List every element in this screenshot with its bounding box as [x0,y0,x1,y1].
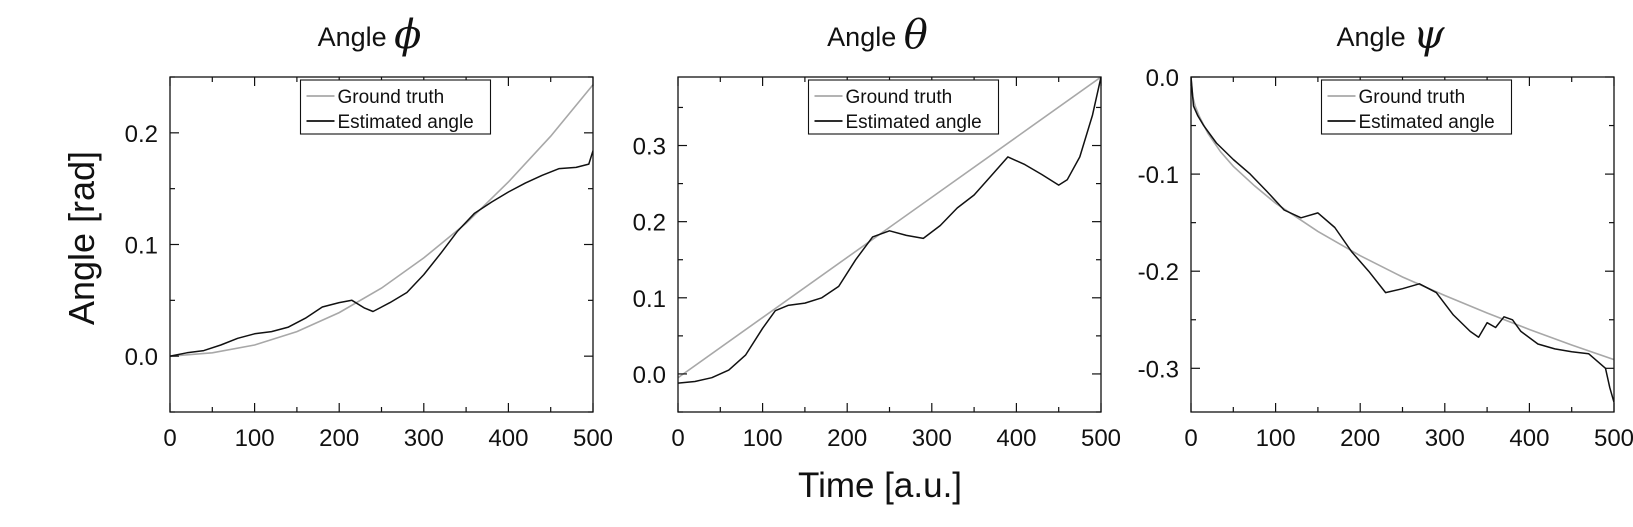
y-tick-label: 0.0 [1146,65,1179,92]
chart-title-2: Angle θ [827,12,928,58]
series-line-ground-truth [678,77,1101,379]
x-tick-label: 0 [163,425,176,452]
x-tick-label: 100 [1256,425,1296,452]
y-tick-label: 0.0 [125,344,158,371]
series-line-estimated-angle [678,77,1101,384]
legend-label: Ground truth [1359,87,1466,108]
y-tick-label: 0.1 [633,286,666,313]
legend: Ground truth Estimated angle [807,79,1000,135]
chart-title-text: Angle [318,22,395,52]
x-tick-label: 0 [1184,425,1197,452]
chart-title-text: Angle [1337,22,1414,52]
legend: Ground truth Estimated angle [1320,79,1513,135]
x-tick-label: 100 [235,425,275,452]
y-tick-label: -0.3 [1138,356,1179,383]
x-tick-label: 500 [1594,425,1633,452]
y-tick-label: 0.3 [633,134,666,161]
chart-title-symbol: ψ [1413,12,1445,58]
x-tick-label: 200 [1340,425,1380,452]
series-line-estimated-angle [1191,77,1614,403]
x-tick-label: 400 [488,425,528,452]
series-line-ground-truth [170,84,593,357]
y-tick-label: 0.2 [125,121,158,148]
y-axis-label: Angle [rad] [61,151,102,325]
x-tick-label: 300 [912,425,952,452]
chart-title-3: Angle ψ [1337,12,1446,58]
chart-title-symbol: θ [904,12,928,58]
x-tick-label: 500 [573,425,613,452]
legend: Ground truth Estimated angle [299,79,492,135]
x-tick-label: 100 [743,425,783,452]
legend-label: Estimated angle [1359,112,1495,133]
x-tick-label: 400 [1509,425,1549,452]
series-line-estimated-angle [170,150,593,357]
x-tick-label: 200 [827,425,867,452]
chart-title-symbol: ϕ [394,12,421,58]
legend-label: Estimated angle [846,112,982,133]
legend-box [1320,79,1513,135]
y-tick-label: -0.1 [1138,162,1179,189]
x-tick-label: 400 [996,425,1036,452]
y-tick-label: 0.1 [125,233,158,260]
legend-label: Ground truth [846,87,953,108]
x-tick-label: 300 [1425,425,1465,452]
chart-panel-1: Angle ϕ 0 100 200 300 400 500 0.0 0.1 0.2 Ground t… [125,12,613,452]
series-line-ground-truth [1191,77,1614,361]
y-tick-label: 0.2 [633,210,666,237]
x-axis-label: Time [a.u.] [798,466,962,505]
legend-label: Ground truth [338,87,445,108]
chart-panel-2: Angle θ 0 100 200 300 400 500 0.0 0.1 0.2 0.3 Groun… [633,12,1121,452]
chart-title-1: Angle ϕ [318,12,422,58]
x-tick-label: 500 [1081,425,1121,452]
legend-box [299,79,492,135]
x-tick-label: 300 [404,425,444,452]
legend-box [807,79,1000,135]
x-tick-label: 200 [319,425,359,452]
y-tick-label: 0.0 [633,362,666,389]
chart-panel-3: Angle ψ 0 100 200 300 400 500 0.0 -0.1 -0.2 -0.3 Gr… [1138,12,1633,452]
y-tick-label: -0.2 [1138,259,1179,286]
x-tick-label: 0 [671,425,684,452]
chart-title-text: Angle [827,22,904,52]
legend-label: Estimated angle [338,112,474,133]
